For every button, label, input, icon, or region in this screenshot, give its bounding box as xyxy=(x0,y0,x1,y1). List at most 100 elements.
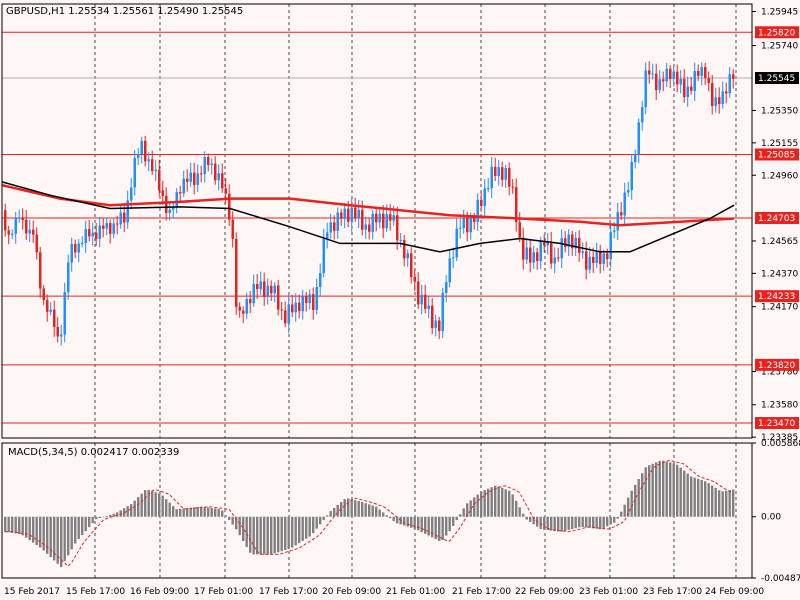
candle-body xyxy=(487,188,490,190)
candle-body xyxy=(707,77,710,84)
time-axis-label: 21 Feb 01:00 xyxy=(386,587,445,597)
candle-body xyxy=(392,215,395,221)
level-price-label: 1.24233 xyxy=(758,292,795,302)
price-axis-label: 1.25350 xyxy=(761,106,798,116)
price-axis-label: 1.23780 xyxy=(761,367,798,377)
macd-signal-line xyxy=(5,459,734,567)
macd-histogram-bar xyxy=(606,516,609,527)
candle-body xyxy=(637,122,640,155)
candle-body xyxy=(284,310,287,324)
candle-body xyxy=(291,304,294,313)
macd-histogram-bar xyxy=(242,516,245,542)
macd-histogram-bar xyxy=(56,516,59,564)
candle-body xyxy=(56,327,59,337)
macd-histogram-bar xyxy=(158,493,161,517)
macd-histogram-bar xyxy=(210,507,213,517)
candle-body xyxy=(676,71,679,85)
macd-histogram-bar xyxy=(718,490,721,517)
candle-body xyxy=(42,288,45,301)
macd-histogram-bar xyxy=(574,516,577,529)
macd-histogram-bar xyxy=(483,490,486,517)
candle-body xyxy=(63,292,66,335)
macd-histogram-bar xyxy=(259,516,262,555)
candle-body xyxy=(511,186,514,188)
candle-body xyxy=(249,299,252,304)
macd-histogram-bar xyxy=(466,503,469,517)
candle-body xyxy=(126,200,129,223)
price-pane-frame xyxy=(1,3,753,439)
macd-histogram-bar xyxy=(144,490,147,517)
macd-histogram-bar xyxy=(18,516,21,535)
candle-body xyxy=(399,239,402,241)
candle-body xyxy=(200,173,203,175)
candle-body xyxy=(35,234,38,253)
candle-body xyxy=(84,229,87,243)
candle-body xyxy=(109,223,112,234)
macd-histogram-bar xyxy=(543,516,546,530)
candle-body xyxy=(280,309,283,311)
macd-histogram-bar xyxy=(60,516,63,567)
candle-body xyxy=(476,199,479,222)
macd-histogram-bar xyxy=(529,516,532,522)
macd-histogram-bar xyxy=(627,497,630,517)
macd-histogram-bar xyxy=(508,490,511,517)
candle-body xyxy=(389,214,392,221)
candle-body xyxy=(165,195,168,213)
level-price-label: 1.24703 xyxy=(758,214,795,224)
candle-body xyxy=(459,228,462,230)
candle-body xyxy=(312,294,315,310)
candle-body xyxy=(560,238,563,259)
macd-histogram-bar xyxy=(361,501,364,517)
macd-histogram-bar xyxy=(375,506,378,517)
time-axis-label: 23 Feb 17:00 xyxy=(643,587,702,597)
macd-histogram-bar xyxy=(469,500,472,517)
price-axis-label: 1.24960 xyxy=(761,171,798,181)
macd-histogram-bar xyxy=(116,512,119,517)
candle-body xyxy=(721,91,724,105)
macd-histogram-bar xyxy=(277,516,280,553)
macd-histogram-bar xyxy=(4,516,7,532)
macd-histogram-bar xyxy=(308,516,311,537)
macd-histogram-bar xyxy=(518,507,521,517)
candle-body xyxy=(672,71,675,80)
level-price-label: 1.23470 xyxy=(758,419,795,429)
macd-histogram-bar xyxy=(669,462,672,517)
candle-body xyxy=(242,310,245,314)
macd-histogram-bar xyxy=(161,495,164,517)
macd-histogram-bar xyxy=(189,507,192,517)
macd-histogram-bar xyxy=(648,465,651,517)
candle-body xyxy=(665,68,668,82)
candle-body xyxy=(434,320,437,328)
candle-body xyxy=(364,224,367,230)
time-axis-label: 23 Feb 01:00 xyxy=(579,587,638,597)
macd-histogram-bar xyxy=(165,499,168,517)
macd-histogram-bar xyxy=(350,499,353,517)
candle-body xyxy=(378,213,381,223)
candle-body xyxy=(525,247,528,260)
price-axis-label: 1.24565 xyxy=(761,237,798,247)
candle-body xyxy=(368,224,371,232)
macd-histogram-bar xyxy=(385,515,388,517)
macd-histogram-bar xyxy=(728,490,731,517)
candle-body xyxy=(413,277,416,282)
macd-histogram-bar xyxy=(333,507,336,517)
macd-histogram-bar xyxy=(112,513,115,517)
candle-body xyxy=(655,73,658,90)
macd-histogram-bar xyxy=(63,516,66,562)
candle-body xyxy=(728,74,731,94)
candle-body xyxy=(683,78,686,98)
macd-histogram-bar xyxy=(214,508,217,517)
macd-histogram-bar xyxy=(532,516,535,525)
price-axis-label: 1.25945 xyxy=(761,7,798,17)
candle-body xyxy=(147,159,150,162)
macd-histogram-bar xyxy=(32,516,35,543)
macd-histogram-bar xyxy=(287,516,290,549)
level-price-label: 1.23820 xyxy=(758,361,795,371)
candle-body xyxy=(112,223,115,234)
macd-histogram-bar xyxy=(403,516,406,526)
macd-histogram-bar xyxy=(441,516,444,540)
macd-histogram-bar xyxy=(102,516,105,518)
candle-body xyxy=(445,282,448,293)
